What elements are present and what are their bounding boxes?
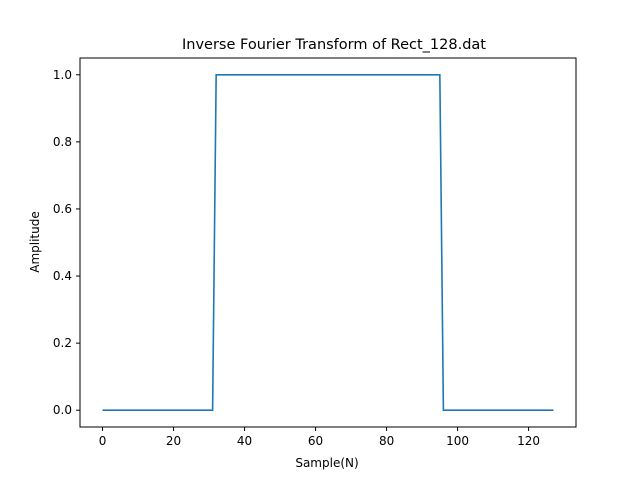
y-axis-title: Amplitude — [28, 211, 42, 273]
x-tick-label: 120 — [517, 434, 540, 448]
series-layer — [102, 73, 554, 412]
x-tick-label: 80 — [379, 434, 394, 448]
chart-title: Inverse Fourier Transform of Rect_128.da… — [182, 37, 486, 53]
x-tick-label: 60 — [308, 434, 323, 448]
axes-background — [80, 58, 576, 427]
y-tick-label: 0.2 — [53, 336, 72, 350]
x-axis: 0 20 40 60 80 100 120 — [99, 427, 540, 448]
x-tick-label: 100 — [446, 434, 469, 448]
x-tick-label: 0 — [99, 434, 107, 448]
y-tick-label: 0.4 — [53, 269, 72, 283]
y-tick-label: 0.8 — [53, 135, 72, 149]
y-tick-label: 0.0 — [53, 403, 72, 417]
axes-frame — [79, 57, 577, 428]
x-tick-label: 40 — [237, 434, 252, 448]
x-axis-title: Sample(N) — [295, 456, 358, 470]
y-axis: 0.0 0.2 0.4 0.6 0.8 1.0 — [53, 68, 80, 417]
plot-area: 0 20 40 60 80 100 120 0.0 0.2 0.4 0.6 0.8 1.0 — [53, 57, 577, 448]
x-tick-label: 20 — [166, 434, 181, 448]
series-line — [102, 73, 554, 412]
y-tick-label: 1.0 — [53, 68, 72, 82]
y-tick-label: 0.6 — [53, 202, 72, 216]
